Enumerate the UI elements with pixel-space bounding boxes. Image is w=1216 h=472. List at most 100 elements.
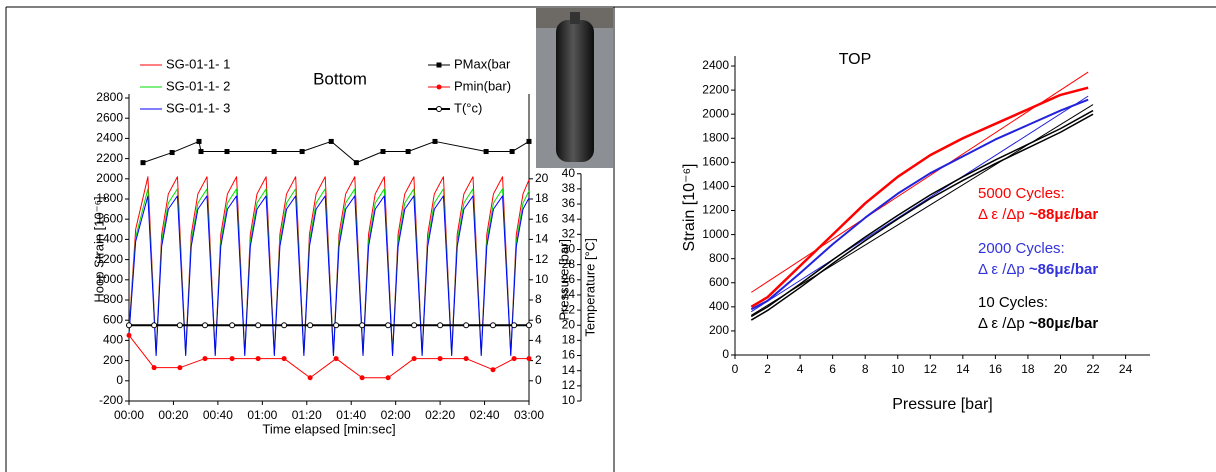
legend-label: Pmin(bar) — [454, 78, 511, 93]
annotation-heading: 10 Cycles: — [978, 294, 1048, 311]
y-tick-label: 1200 — [96, 252, 123, 266]
y-tick-label: 1000 — [96, 272, 123, 286]
series-line — [128, 195, 530, 357]
marker — [281, 356, 287, 362]
marker — [436, 84, 442, 90]
y3-tick-label: 36 — [562, 196, 576, 210]
series-line — [750, 71, 1089, 293]
annotation-rate: Δ ε /Δp ~80με/bar — [978, 315, 1098, 332]
y3-tick-label: 20 — [562, 317, 576, 331]
marker — [299, 149, 305, 155]
y-tick-label: 200 — [709, 323, 729, 337]
x-tick-label: 03:00 — [514, 408, 544, 422]
y-tick-label: 1400 — [96, 232, 123, 246]
marker — [437, 322, 444, 329]
annotation-heading: 2000 Cycles: — [978, 240, 1065, 257]
series-line — [751, 95, 1089, 313]
y-tick-label: 400 — [103, 333, 123, 347]
marker — [177, 365, 183, 371]
marker — [436, 106, 442, 112]
legend-label: PMax(bar — [454, 56, 511, 71]
annotation-rate: Δ ε /Δp ~88με/bar — [978, 206, 1098, 223]
y-tick-label: 2600 — [96, 110, 123, 124]
marker — [333, 322, 340, 329]
legend-label: SG-01-1- 2 — [166, 78, 230, 93]
y2-tick-label: 0 — [535, 373, 542, 387]
marker — [176, 322, 183, 329]
chart-title: Bottom — [313, 69, 367, 88]
marker — [126, 322, 132, 329]
y-tick-label: 1600 — [96, 211, 123, 225]
marker — [463, 322, 470, 329]
y-tick-label: 600 — [103, 312, 123, 326]
y3-tick-label: 32 — [562, 227, 576, 241]
y2-tick-label: 12 — [535, 252, 549, 266]
x-tick-label: 02:40 — [470, 408, 500, 422]
y3-tick-label: 12 — [562, 378, 576, 392]
y-tick-label: 2400 — [702, 58, 729, 72]
y2-axis-label: Pressure [bar] — [556, 239, 571, 321]
y2-tick-label: 14 — [535, 232, 549, 246]
y3-tick-label: 40 — [562, 166, 576, 180]
x-tick-label: 18 — [1021, 362, 1035, 376]
legend-label: SG-01-1- 3 — [166, 100, 230, 115]
x-tick-label: 12 — [924, 362, 938, 376]
series-line — [128, 335, 529, 379]
y-tick-label: 1600 — [702, 155, 729, 169]
marker — [126, 332, 132, 338]
marker — [151, 322, 158, 329]
marker — [483, 149, 489, 155]
marker — [380, 149, 386, 155]
x-tick-label: 2 — [764, 362, 771, 376]
y3-tick-label: 22 — [562, 302, 576, 316]
marker — [202, 356, 208, 362]
marker — [353, 160, 359, 166]
marker — [307, 322, 314, 329]
y-axis-label: Strain [10⁻⁶] — [681, 164, 698, 252]
y3-tick-label: 16 — [562, 348, 576, 362]
marker — [229, 356, 235, 362]
annotation-formula: Δ ε /Δp — [978, 206, 1029, 223]
y2-tick-label: 20 — [535, 171, 549, 185]
y-axis-label: Hoop Strain [10⁻⁶] — [91, 196, 106, 302]
x-tick-label: 14 — [956, 362, 970, 376]
y2-tick-label: 18 — [535, 191, 549, 205]
marker — [271, 149, 277, 155]
marker — [490, 367, 496, 373]
marker — [509, 149, 515, 155]
y3-tick-label: 14 — [562, 363, 576, 377]
y3-tick-label: 10 — [562, 393, 576, 407]
x-tick-label: 4 — [797, 362, 804, 376]
x-axis-label: Pressure [bar] — [892, 396, 992, 413]
marker — [432, 138, 438, 144]
marker — [437, 356, 443, 362]
annotation-value: ~88με/bar — [1029, 206, 1098, 223]
y-tick-label: 800 — [709, 251, 729, 265]
marker — [140, 160, 146, 166]
marker — [526, 138, 532, 144]
x-axis-label: Time elapsed [min:sec] — [262, 421, 395, 436]
marker — [328, 138, 334, 144]
legend-label: T(°c) — [454, 100, 482, 115]
x-tick-label: 6 — [829, 362, 836, 376]
x-tick-label: 00:20 — [158, 408, 188, 422]
marker — [255, 322, 262, 329]
y3-tick-label: 18 — [562, 333, 576, 347]
y-tick-label: 2200 — [96, 151, 123, 165]
y3-tick-label: 24 — [562, 287, 576, 301]
marker — [229, 322, 236, 329]
y2-tick-label: 6 — [535, 312, 542, 326]
x-tick-label: 01:20 — [292, 408, 322, 422]
y-tick-label: 1000 — [702, 227, 729, 241]
y-tick-label: 1800 — [702, 130, 729, 144]
y-tick-label: 1800 — [96, 191, 123, 205]
y-tick-label: 200 — [103, 353, 123, 367]
marker — [307, 375, 313, 381]
series-line — [751, 104, 1094, 316]
annotation-formula: Δ ε /Δp — [978, 261, 1029, 278]
x-tick-label: 16 — [989, 362, 1003, 376]
marker — [463, 356, 469, 362]
marker — [281, 322, 288, 329]
x-tick-label: 20 — [1054, 362, 1068, 376]
